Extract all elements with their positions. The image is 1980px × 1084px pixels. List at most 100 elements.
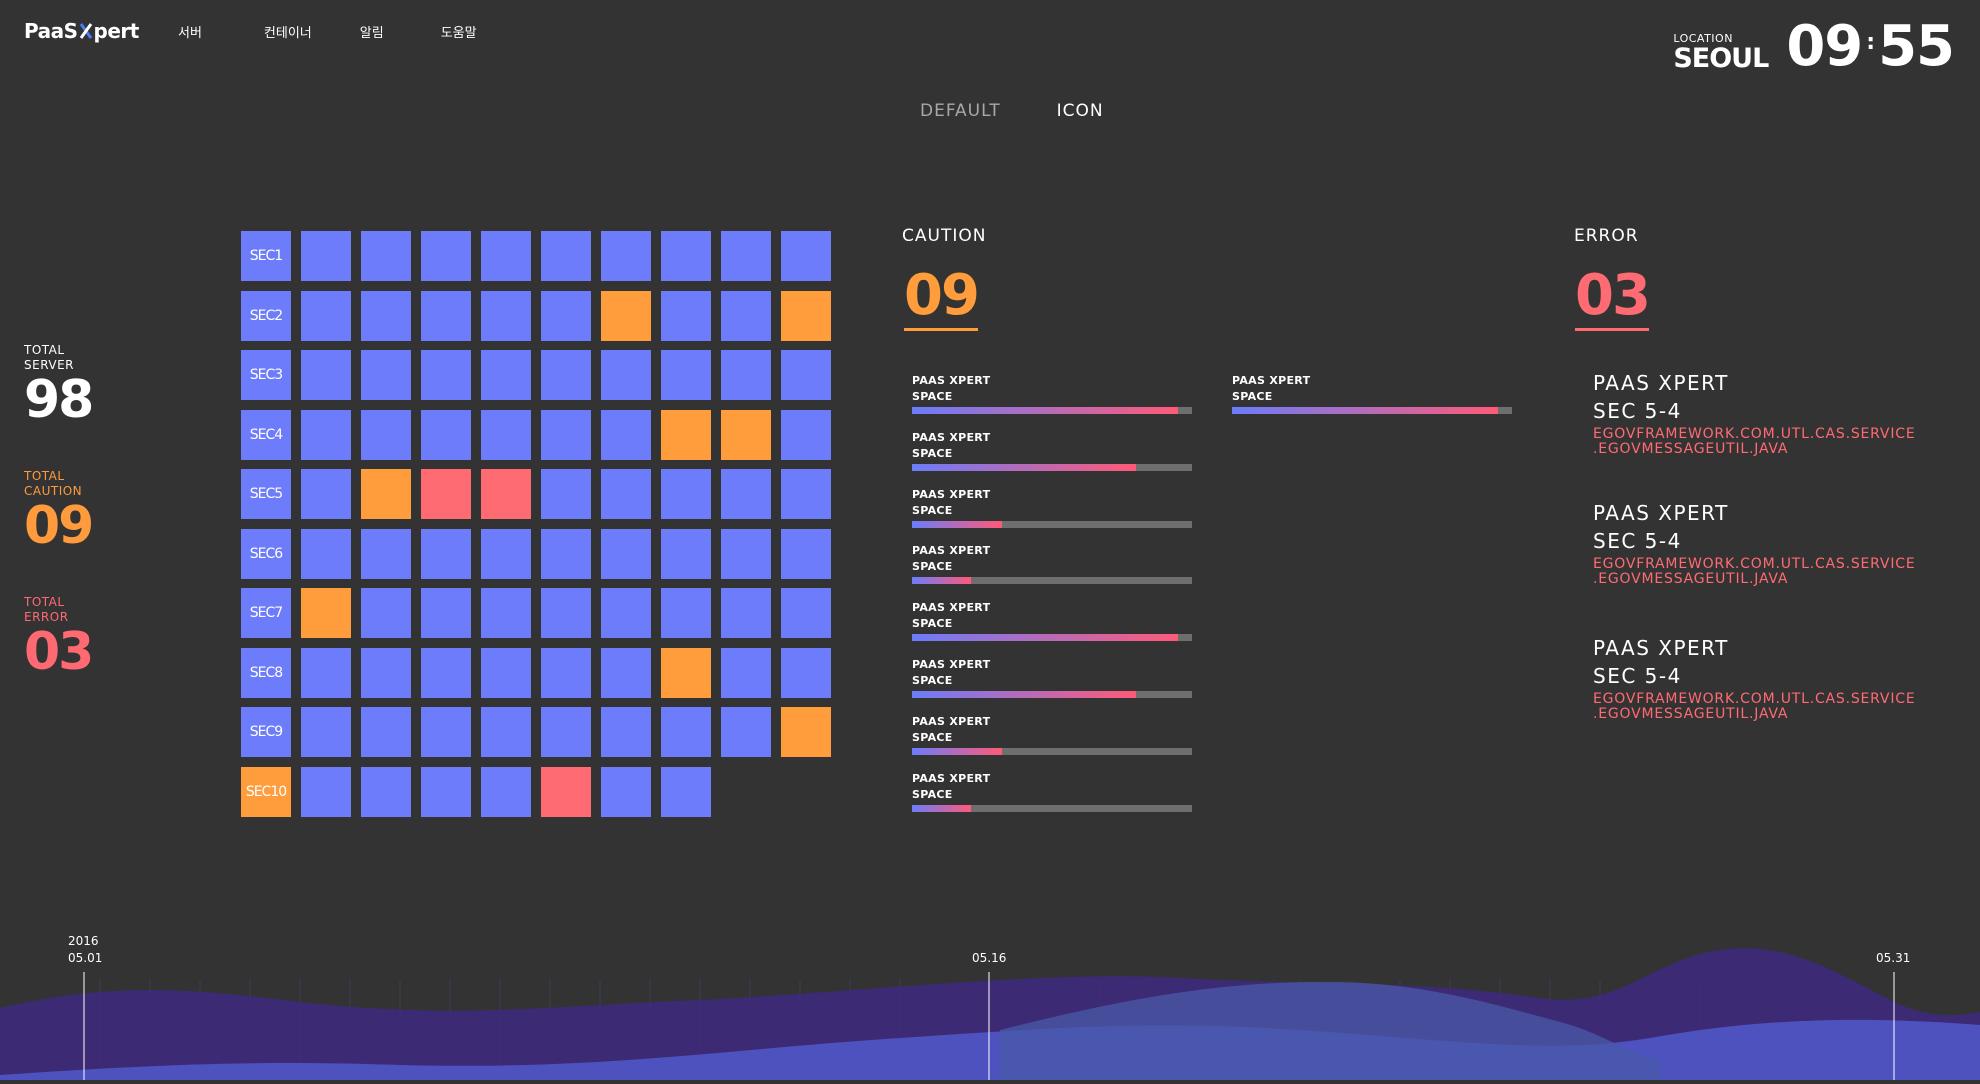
server-cell[interactable] [481, 290, 531, 341]
server-cell[interactable] [601, 350, 651, 400]
server-cell[interactable] [481, 647, 531, 698]
server-cell[interactable] [721, 588, 771, 638]
server-cell[interactable] [781, 350, 831, 400]
caution-item[interactable]: PAAS XPERT SPACE [912, 771, 1192, 812]
server-cell-error[interactable] [421, 469, 471, 519]
caution-item[interactable]: PAAS XPERT SPACE [912, 430, 1192, 471]
server-cell[interactable] [481, 766, 531, 817]
server-cell[interactable] [361, 647, 411, 698]
server-cell[interactable] [661, 766, 711, 817]
server-cell[interactable] [721, 290, 771, 341]
server-cell[interactable] [301, 707, 351, 757]
server-cell[interactable] [661, 290, 711, 341]
error-item[interactable]: PAAS XPERT SEC 5-4 EGOVFRAMEWORK.COM.UTL… [1593, 499, 1923, 587]
server-cell[interactable] [301, 647, 351, 698]
view-default-button[interactable]: DEFAULT [920, 101, 1001, 121]
server-cell[interactable] [781, 469, 831, 519]
server-cell[interactable] [781, 231, 831, 281]
section-label[interactable]: SEC6 [241, 528, 291, 579]
server-cell[interactable] [661, 350, 711, 400]
server-cell-caution[interactable] [661, 409, 711, 460]
caution-item[interactable]: PAAS XPERT SPACE [912, 373, 1192, 414]
caution-item[interactable]: PAAS XPERT SPACE [912, 600, 1192, 642]
server-cell[interactable] [481, 350, 531, 400]
server-cell[interactable] [541, 290, 591, 341]
server-cell[interactable] [601, 647, 651, 698]
server-cell[interactable] [721, 528, 771, 579]
server-cell[interactable] [781, 588, 831, 638]
section-label[interactable]: SEC10 [241, 766, 291, 817]
server-cell[interactable] [541, 588, 591, 638]
caution-item[interactable]: PAAS XPERT SPACE [912, 543, 1192, 585]
server-cell-caution[interactable] [661, 647, 711, 698]
nav-item-server[interactable]: 서버 [178, 26, 202, 41]
server-cell-caution[interactable] [721, 409, 771, 460]
server-cell[interactable] [601, 409, 651, 460]
server-cell[interactable] [301, 766, 351, 817]
server-cell[interactable] [421, 290, 471, 341]
server-cell[interactable] [421, 409, 471, 460]
server-cell[interactable] [421, 588, 471, 638]
server-cell[interactable] [781, 647, 831, 698]
caution-item[interactable]: PAAS XPERT SPACE [912, 657, 1192, 698]
server-cell[interactable] [601, 231, 651, 281]
server-cell[interactable] [361, 350, 411, 400]
caution-item[interactable]: PAAS XPERT SPACE [912, 714, 1192, 755]
server-cell[interactable] [301, 469, 351, 519]
error-item[interactable]: PAAS XPERT SEC 5-4 EGOVFRAMEWORK.COM.UTL… [1593, 369, 1923, 457]
server-cell[interactable] [361, 707, 411, 757]
server-cell[interactable] [421, 231, 471, 281]
server-cell[interactable] [601, 707, 651, 757]
server-cell-caution[interactable] [361, 469, 411, 519]
view-icon-button[interactable]: ICON [1056, 101, 1104, 121]
server-cell-caution[interactable] [781, 707, 831, 757]
server-cell[interactable] [601, 528, 651, 579]
section-label[interactable]: SEC8 [241, 647, 291, 698]
nav-item-help[interactable]: 도움말 [440, 26, 477, 41]
server-cell[interactable] [721, 647, 771, 698]
server-cell-caution[interactable] [601, 290, 651, 341]
server-cell[interactable] [721, 469, 771, 519]
server-cell[interactable] [361, 231, 411, 281]
section-label[interactable]: SEC1 [241, 231, 291, 281]
server-cell[interactable] [361, 528, 411, 579]
server-cell[interactable] [421, 647, 471, 698]
server-cell[interactable] [481, 409, 531, 460]
server-cell-caution[interactable] [301, 588, 351, 638]
server-cell[interactable] [721, 350, 771, 400]
section-label[interactable]: SEC9 [241, 707, 291, 757]
section-label[interactable]: SEC5 [241, 469, 291, 519]
server-cell[interactable] [421, 350, 471, 400]
server-cell[interactable] [301, 231, 351, 281]
server-cell[interactable] [301, 528, 351, 579]
server-cell[interactable] [481, 588, 531, 638]
server-cell[interactable] [541, 350, 591, 400]
server-cell[interactable] [781, 409, 831, 460]
server-cell[interactable] [661, 469, 711, 519]
server-cell[interactable] [361, 766, 411, 817]
server-cell[interactable] [601, 469, 651, 519]
server-cell[interactable] [421, 707, 471, 757]
server-cell[interactable] [721, 231, 771, 281]
server-cell[interactable] [541, 469, 591, 519]
server-cell[interactable] [721, 707, 771, 757]
server-cell[interactable] [541, 707, 591, 757]
server-cell[interactable] [781, 528, 831, 579]
section-label[interactable]: SEC7 [241, 588, 291, 638]
server-cell[interactable] [481, 231, 531, 281]
server-cell[interactable] [421, 528, 471, 579]
server-cell[interactable] [361, 409, 411, 460]
server-cell[interactable] [301, 350, 351, 400]
section-label[interactable]: SEC3 [241, 350, 291, 400]
server-cell[interactable] [541, 647, 591, 698]
server-cell[interactable] [301, 290, 351, 341]
server-cell[interactable] [541, 231, 591, 281]
nav-item-alert[interactable]: 알림 [359, 26, 384, 41]
server-cell[interactable] [481, 528, 531, 579]
server-cell[interactable] [481, 707, 531, 757]
nav-item-container[interactable]: 컨테이너 [263, 26, 312, 41]
server-cell[interactable] [541, 409, 591, 460]
server-cell[interactable] [601, 766, 651, 817]
server-cell-caution[interactable] [781, 290, 831, 341]
timeline[interactable]: 2016 05.01 05.16 05.31 [0, 920, 1980, 1080]
